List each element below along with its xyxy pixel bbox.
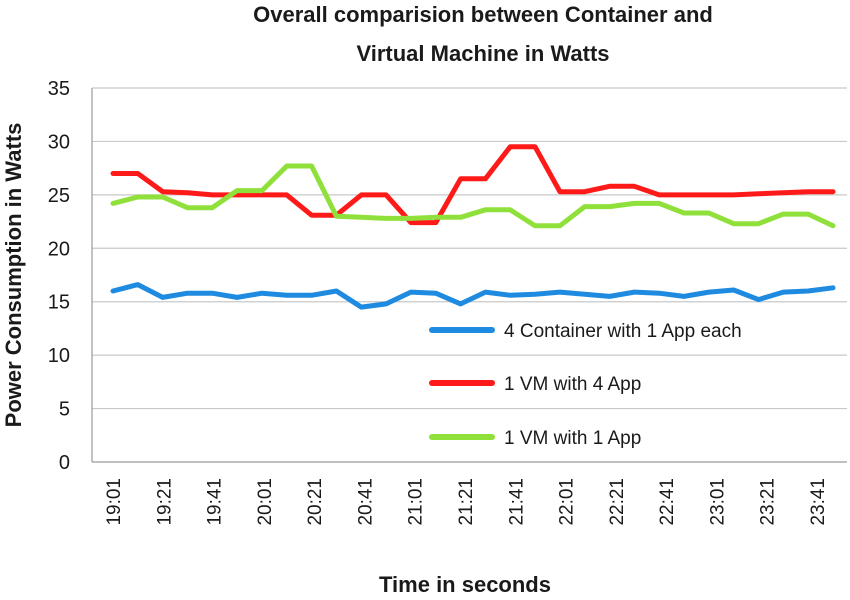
- series-line-1: [110, 282, 836, 310]
- x-tick-label-21-41: 21:41: [506, 478, 527, 526]
- axes: [91, 88, 847, 463]
- y-tick-label-35: 35: [48, 78, 70, 100]
- legend: 4 Container with 1 App each 1 VM with 4 A…: [429, 321, 742, 449]
- x-tick-label-19-21: 19:21: [154, 478, 175, 526]
- x-tick-label-23-21: 23:21: [758, 478, 779, 526]
- x-tick-label-21-21: 21:21: [456, 478, 477, 526]
- y-tick-labels: 0 5 10 15 20 25 30 35: [48, 78, 70, 474]
- x-tick-labels: 19:01 19:21 19:41 20:01 20:21 20:41 21:01 21:21…: [104, 478, 829, 526]
- y-tick-label-0: 0: [59, 452, 70, 474]
- y-axis-title: Power Consumption in Watts: [1, 123, 26, 428]
- y-tick-label-10: 10: [48, 345, 70, 367]
- y-tick-label-20: 20: [48, 238, 70, 260]
- x-tick-label-22-01: 22:01: [557, 478, 578, 526]
- series-lines: [110, 144, 836, 310]
- x-tick-label-20-41: 20:41: [355, 478, 376, 526]
- legend-label-2: 1 VM with 4 App: [504, 374, 641, 395]
- legend-label-3: 1 VM with 1 App: [504, 428, 641, 449]
- y-tick-label-15: 15: [48, 292, 70, 314]
- chart-title-line-2: Virtual Machine in Watts: [356, 41, 609, 66]
- gridlines: [92, 87, 847, 410]
- x-tick-label-20-21: 20:21: [305, 478, 326, 526]
- series-line-3: [110, 163, 836, 229]
- chart-title-line-1: Overall comparision between Container an…: [253, 2, 713, 27]
- x-tick-label-22-21: 22:21: [607, 478, 628, 526]
- x-axis-title: Time in seconds: [379, 572, 551, 597]
- x-tick-label-21-01: 21:01: [406, 478, 427, 526]
- x-tick-label-20-01: 20:01: [255, 478, 276, 526]
- y-tick-label-5: 5: [59, 399, 70, 421]
- x-tick-label-22-41: 22:41: [657, 478, 678, 526]
- x-tick-label-23-01: 23:01: [707, 478, 728, 526]
- x-tick-label-19-01: 19:01: [104, 478, 125, 526]
- x-tick-label-23-41: 23:41: [808, 478, 829, 526]
- y-tick-label-30: 30: [48, 131, 70, 153]
- legend-label-1: 4 Container with 1 App each: [504, 321, 742, 342]
- y-tick-label-25: 25: [48, 185, 70, 207]
- x-tick-label-19-41: 19:41: [205, 478, 226, 526]
